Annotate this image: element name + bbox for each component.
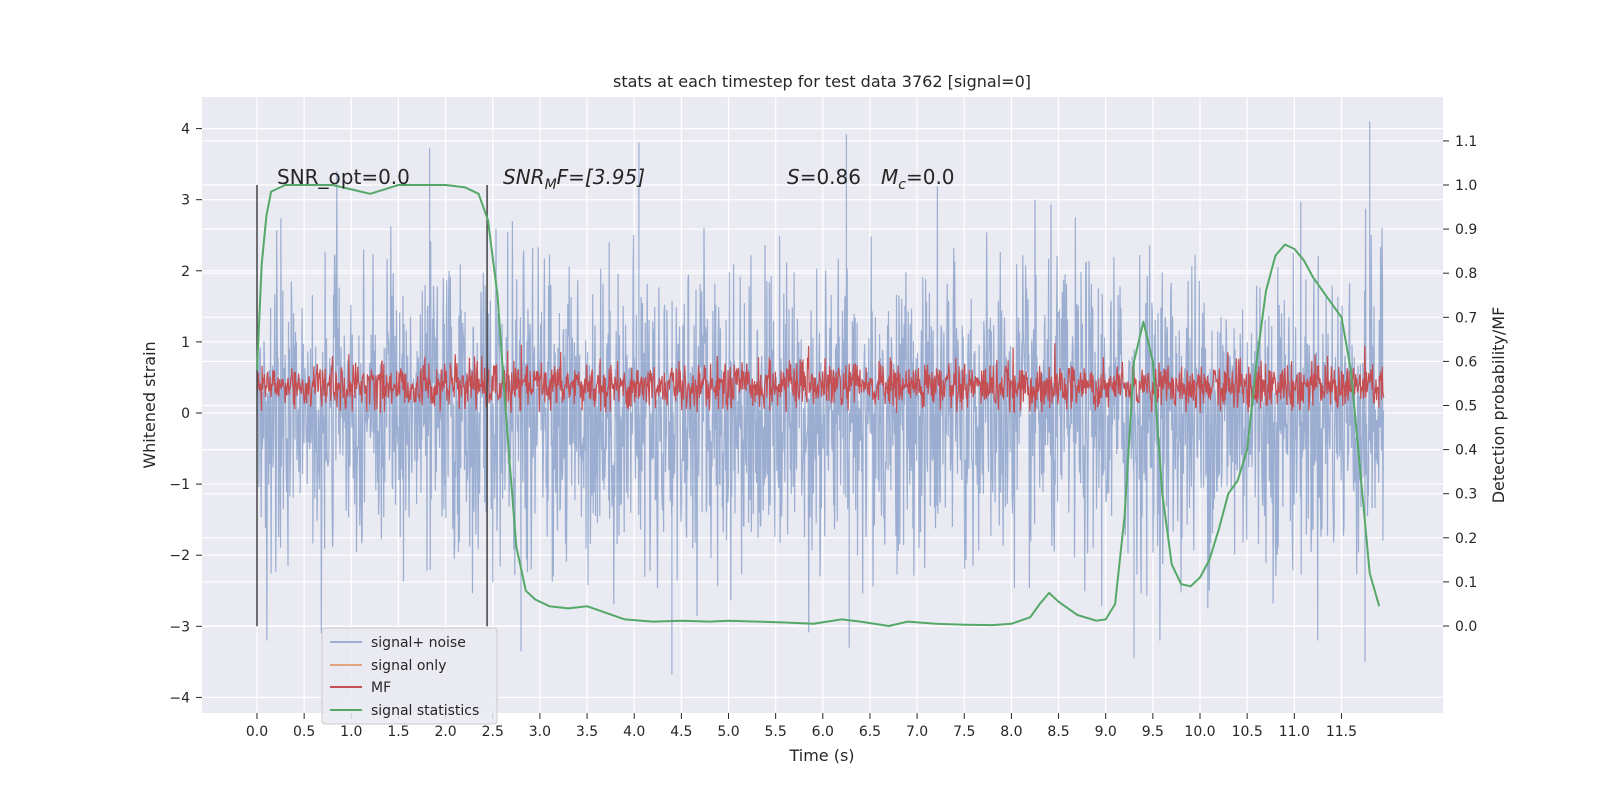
series-signal-statistics [256, 184, 1381, 627]
y-tick-label: −3 [169, 619, 190, 635]
y-right-tick-label: 0.6 [1455, 354, 1477, 370]
y-right-tick-label: 0.1 [1455, 575, 1477, 591]
y-right-tick-label: 0.4 [1455, 443, 1477, 459]
series-signal-noise [256, 121, 1385, 675]
signal-noise-trace [256, 121, 1385, 675]
x-tick-label: 10.5 [1232, 724, 1263, 740]
legend-label-signal-noise: signal+ noise [371, 635, 466, 651]
x-tick-label: 8.5 [1047, 724, 1069, 740]
y-right-tick-label: 0.0 [1455, 619, 1477, 635]
y-right-tick-label: 1.0 [1455, 178, 1477, 194]
x-tick-label: 0.5 [293, 724, 315, 740]
x-tick-label: 3.0 [529, 724, 551, 740]
left-axis-ticks: 4 3 2 1 0 −1 −2 −3 −4 [169, 122, 202, 706]
y-tick-label: 0 [181, 406, 190, 422]
y-tick-label: 3 [181, 193, 190, 209]
x-tick-label: 10.0 [1184, 724, 1215, 740]
y-tick-label: −4 [169, 690, 190, 706]
y-axis-label: Whitened strain [140, 341, 159, 468]
y-tick-label: 4 [181, 122, 190, 138]
y-right-tick-label: 0.8 [1455, 266, 1477, 282]
y-right-tick-label: 0.2 [1455, 531, 1477, 547]
x-tick-label: 7.0 [906, 724, 928, 740]
x-tick-label: 2.0 [434, 724, 456, 740]
legend: signal+ noise signal only MF signal stat… [321, 627, 498, 725]
x-tick-label: 9.0 [1095, 724, 1117, 740]
annotation-mc: Mc=0.0 [881, 165, 955, 193]
x-tick-label: 3.5 [576, 724, 598, 740]
legend-box [321, 627, 498, 725]
y-right-tick-label: 1.1 [1455, 134, 1477, 150]
y-axis-right-label: Detection probability/MF [1489, 307, 1508, 504]
x-tick-label: 8.0 [1000, 724, 1022, 740]
y-right-tick-label: 0.3 [1455, 487, 1477, 503]
x-tick-label: 9.5 [1142, 724, 1164, 740]
y-tick-label: −1 [169, 477, 190, 493]
mf-trace [256, 343, 1385, 415]
x-tick-label: 0.0 [246, 724, 268, 740]
x-tick-label: 6.0 [812, 724, 834, 740]
legend-label-signal-only: signal only [371, 658, 446, 674]
x-tick-label: 5.0 [717, 724, 739, 740]
x-tick-label: 11.5 [1326, 724, 1357, 740]
x-tick-label: 1.5 [387, 724, 409, 740]
x-tick-label: 7.5 [953, 724, 975, 740]
x-tick-label: 1.0 [340, 724, 362, 740]
chart-title: stats at each timestep for test data 376… [613, 72, 1031, 91]
x-tick-label: 4.5 [670, 724, 692, 740]
x-tick-label: 4.0 [623, 724, 645, 740]
x-tick-label: 6.5 [859, 724, 881, 740]
series-mf [256, 343, 1385, 415]
legend-label-mf: MF [371, 680, 391, 696]
vertical-lines [256, 185, 488, 627]
y-tick-label: 2 [181, 264, 190, 280]
annotation-s: S=0.86 [787, 165, 861, 189]
x-tick-label: 11.0 [1279, 724, 1310, 740]
y-tick-label: 1 [181, 335, 190, 351]
annotation-snr-mf: SNRMF=[3.95] [503, 165, 645, 193]
y-right-tick-label: 0.9 [1455, 222, 1477, 238]
x-tick-label: 5.5 [765, 724, 787, 740]
x-axis-ticks: 0.0 0.5 1.0 1.5 2.0 2.5 3.0 3.5 4.0 4.5 5.0 5.5 6.0 6… [246, 713, 1357, 740]
y-right-tick-label: 0.7 [1455, 310, 1477, 326]
x-tick-label: 2.5 [482, 724, 504, 740]
signal-statistics-line [256, 184, 1381, 627]
y-tick-label: −2 [169, 548, 190, 564]
right-axis-ticks: 1.1 1.0 0.9 0.8 0.7 0.6 0.5 0.4 0.3 0.2 0.1 0.0 [1443, 134, 1477, 635]
annotation-snr-opt: SNR_opt=0.0 [277, 165, 410, 189]
y-right-tick-label: 0.5 [1455, 399, 1477, 415]
x-axis-label: Time (s) [788, 746, 854, 765]
legend-label-signal-statistics: signal statistics [371, 703, 479, 719]
